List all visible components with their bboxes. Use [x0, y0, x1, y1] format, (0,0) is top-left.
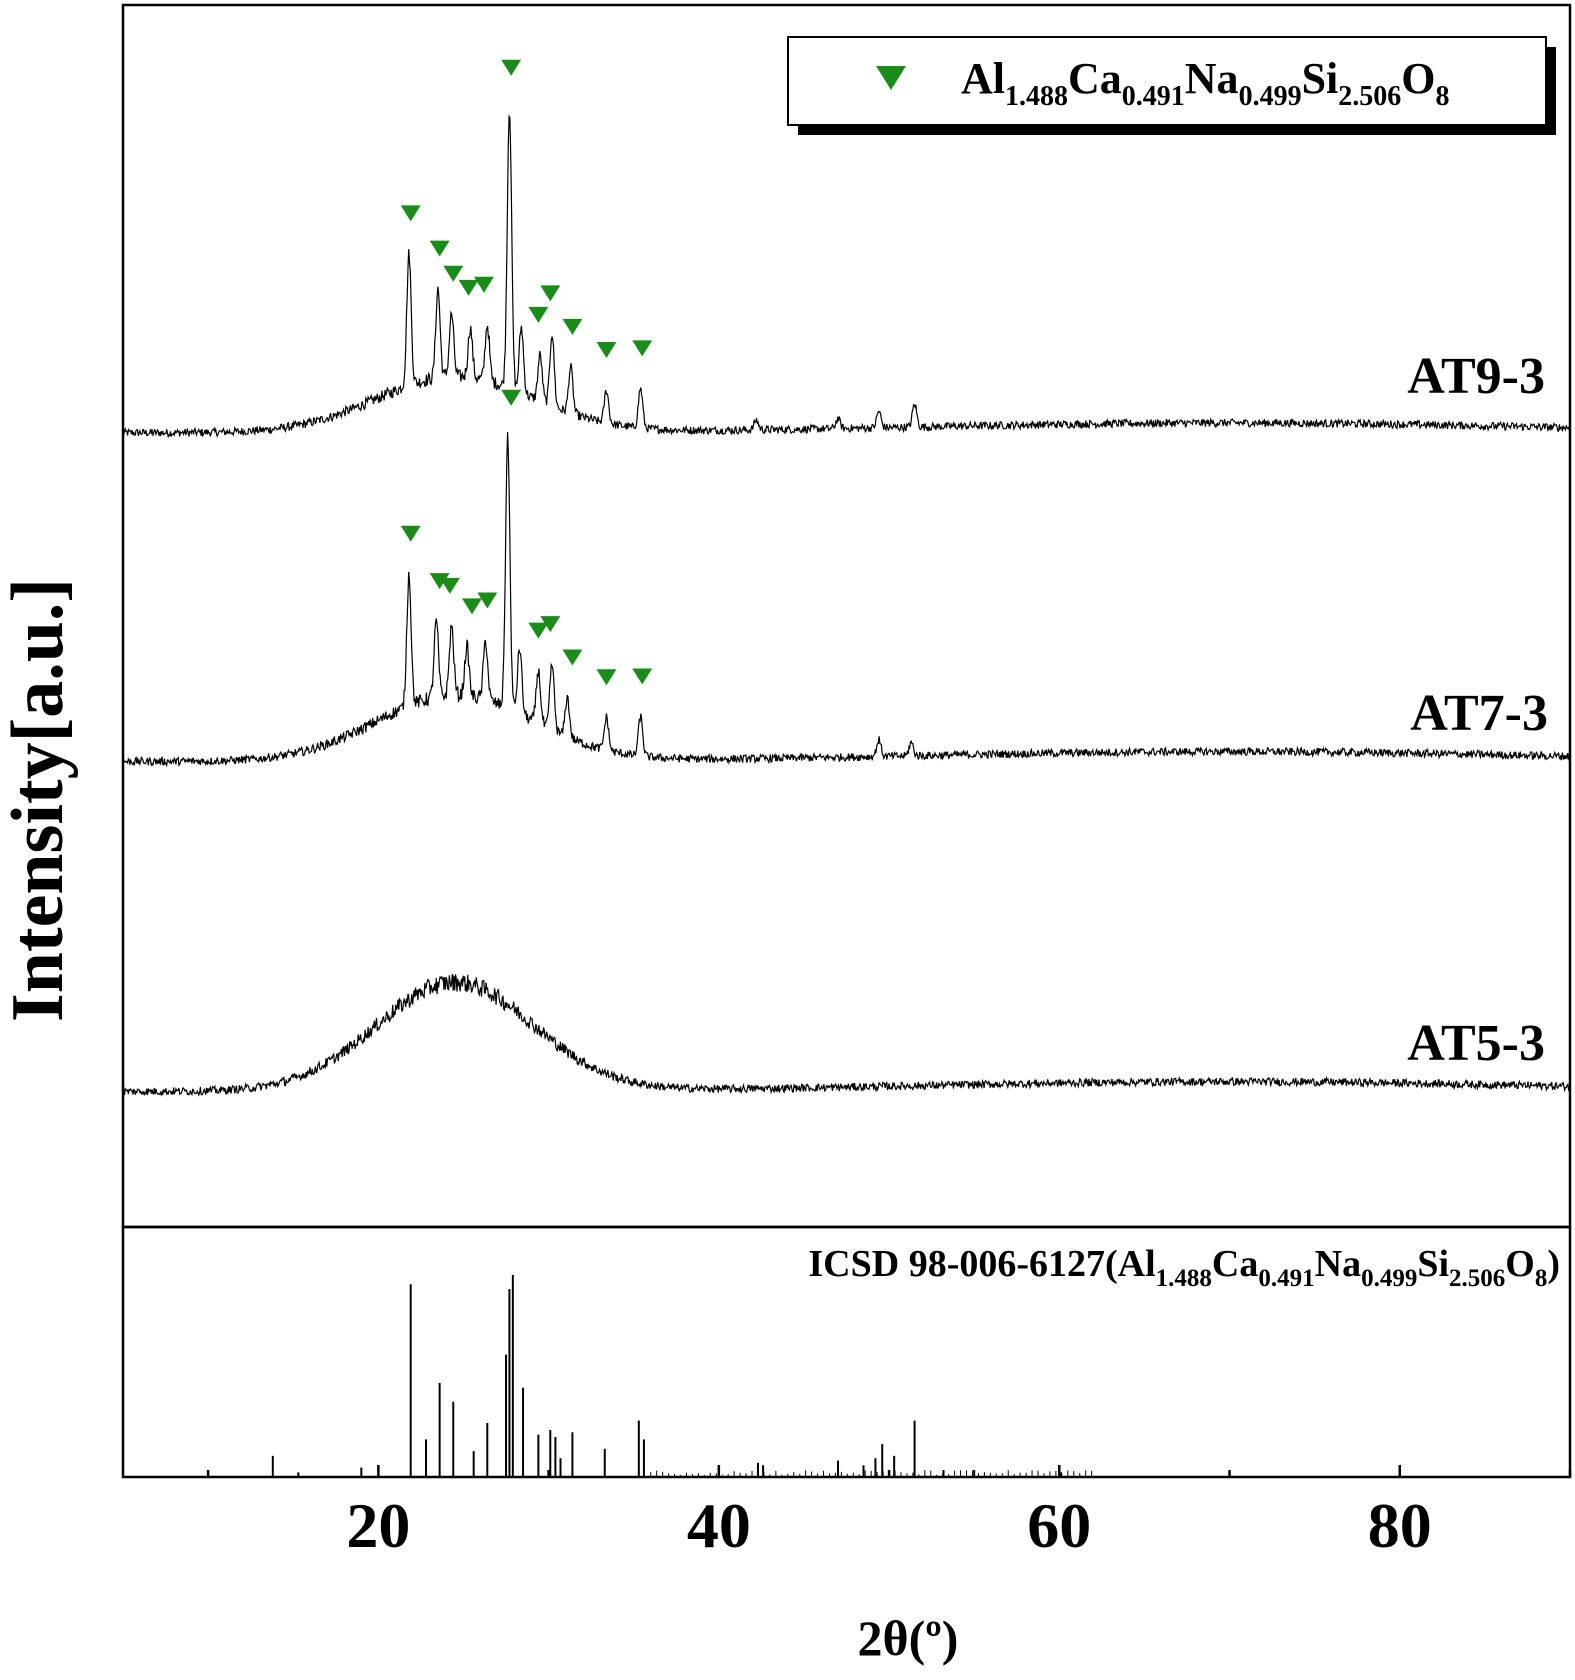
trace-at5-3 [122, 973, 1570, 1097]
peak-marker-at9-3-8 [562, 318, 583, 335]
legend-triangle-icon [876, 66, 906, 90]
series-label-at5-3: AT5-3 [1407, 1015, 1545, 1072]
reference-stick-lines [271, 1274, 1093, 1477]
legend-box [787, 36, 1547, 126]
x-tick-label-40: 40 [687, 1490, 751, 1561]
peak-marker-at9-3-6 [528, 306, 549, 323]
peak-markers [400, 59, 653, 686]
peak-marker-at9-3-7 [540, 285, 561, 302]
legend: Al1.488Ca0.491Na0.499Si2.506O8 [787, 36, 1556, 135]
peak-marker-at9-3-9 [596, 342, 617, 359]
peak-marker-at9-3-3 [458, 279, 479, 296]
peak-marker-at9-3-4 [473, 276, 494, 293]
series-label-at9-3: AT9-3 [1407, 348, 1545, 405]
peak-marker-at7-3-0 [400, 525, 421, 542]
x-tick-label-20: 20 [346, 1490, 410, 1561]
pattern-traces [122, 114, 1570, 1097]
peak-marker-at7-3-5 [501, 389, 522, 406]
peak-marker-at7-3-3 [461, 598, 482, 615]
peak-marker-at7-3-2 [439, 577, 460, 594]
x-tick-label-60: 60 [1027, 1490, 1091, 1561]
peak-marker-at7-3-8 [562, 649, 583, 666]
y-axis-title: Intensity[a.u.] [0, 578, 79, 1022]
peak-marker-at7-3-10 [632, 668, 653, 685]
reference-panel-frame [121, 1225, 1572, 1479]
peak-marker-at7-3-1 [429, 573, 450, 590]
trace-at9-3 [122, 114, 1570, 439]
x-axis-ticks: 20 40 60 80 [206, 1465, 1572, 1561]
top-panel-frame [121, 3, 1572, 1229]
peak-marker-at9-3-0 [400, 205, 421, 222]
peak-marker-at9-3-10 [632, 340, 653, 357]
x-tick-label-80: 80 [1368, 1490, 1432, 1561]
peak-marker-at9-3-5 [501, 59, 522, 76]
peak-marker-at9-3-2 [443, 265, 464, 282]
x-axis-title: 2θ(º) [858, 1610, 959, 1666]
peak-marker-at7-3-6 [528, 622, 549, 639]
series-label-at7-3: AT7-3 [1410, 685, 1548, 742]
peak-marker-at9-3-1 [429, 240, 450, 257]
legend-formula: Al1.488Ca0.491Na0.499Si2.506O8 [961, 54, 1450, 112]
peak-marker-at7-3-4 [477, 592, 498, 609]
trace-at7-3 [122, 431, 1570, 768]
peak-marker-at7-3-7 [540, 616, 561, 633]
reference-label: ICSD 98-006-6127(Al1.488Ca0.491Na0.499Si… [808, 1243, 1560, 1292]
peak-marker-at7-3-9 [596, 669, 617, 686]
